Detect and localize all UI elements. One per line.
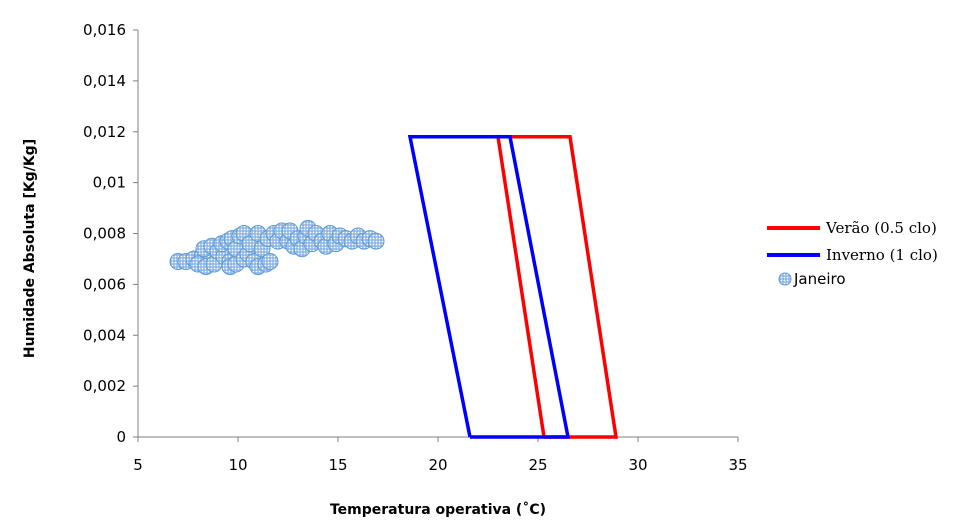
x-tick-label: 5	[133, 456, 143, 474]
y-tick-label: 0,01	[93, 174, 126, 192]
y-tick-label: 0,016	[83, 21, 126, 39]
y-tick-label: 0,012	[83, 123, 126, 141]
legend-label: Inverno (1 clo)	[826, 246, 938, 264]
legend-marker-swatch	[778, 272, 792, 286]
scatter-point	[261, 252, 279, 270]
y-tick-label: 0	[116, 428, 126, 446]
series-line	[407, 135, 571, 439]
chart-legend: Verão (0.5 clo) Inverno (1 clo) Janeiro	[767, 219, 938, 288]
y-axis-title: Humidade Absoluta [Kg/Kg]	[22, 139, 38, 358]
y-tick-label: 0,014	[83, 72, 126, 90]
x-tick-label: 35	[728, 456, 747, 474]
y-tick-label: 0,004	[83, 326, 126, 344]
x-tick-label: 15	[328, 456, 347, 474]
legend-label: Janeiro	[793, 270, 846, 288]
chart-marks	[169, 135, 619, 439]
x-axis-title: Temperatura operativa (˚C)	[330, 501, 546, 518]
series-line	[495, 135, 619, 439]
x-tick-label: 25	[528, 456, 547, 474]
x-tick-label: 10	[228, 456, 247, 474]
scatter-point	[367, 232, 385, 250]
y-tick-label: 0,006	[83, 275, 126, 293]
legend-label: Verão (0.5 clo)	[825, 219, 937, 237]
y-tick-label: 0,008	[83, 225, 126, 243]
y-tick-label: 0,002	[83, 377, 126, 395]
x-tick-label: 30	[628, 456, 647, 474]
x-tick-label: 20	[428, 456, 447, 474]
chart-axes: 0 0,002 0,004 0,006 0,008 0,01 0,012 0,014 0,016…	[83, 21, 748, 474]
